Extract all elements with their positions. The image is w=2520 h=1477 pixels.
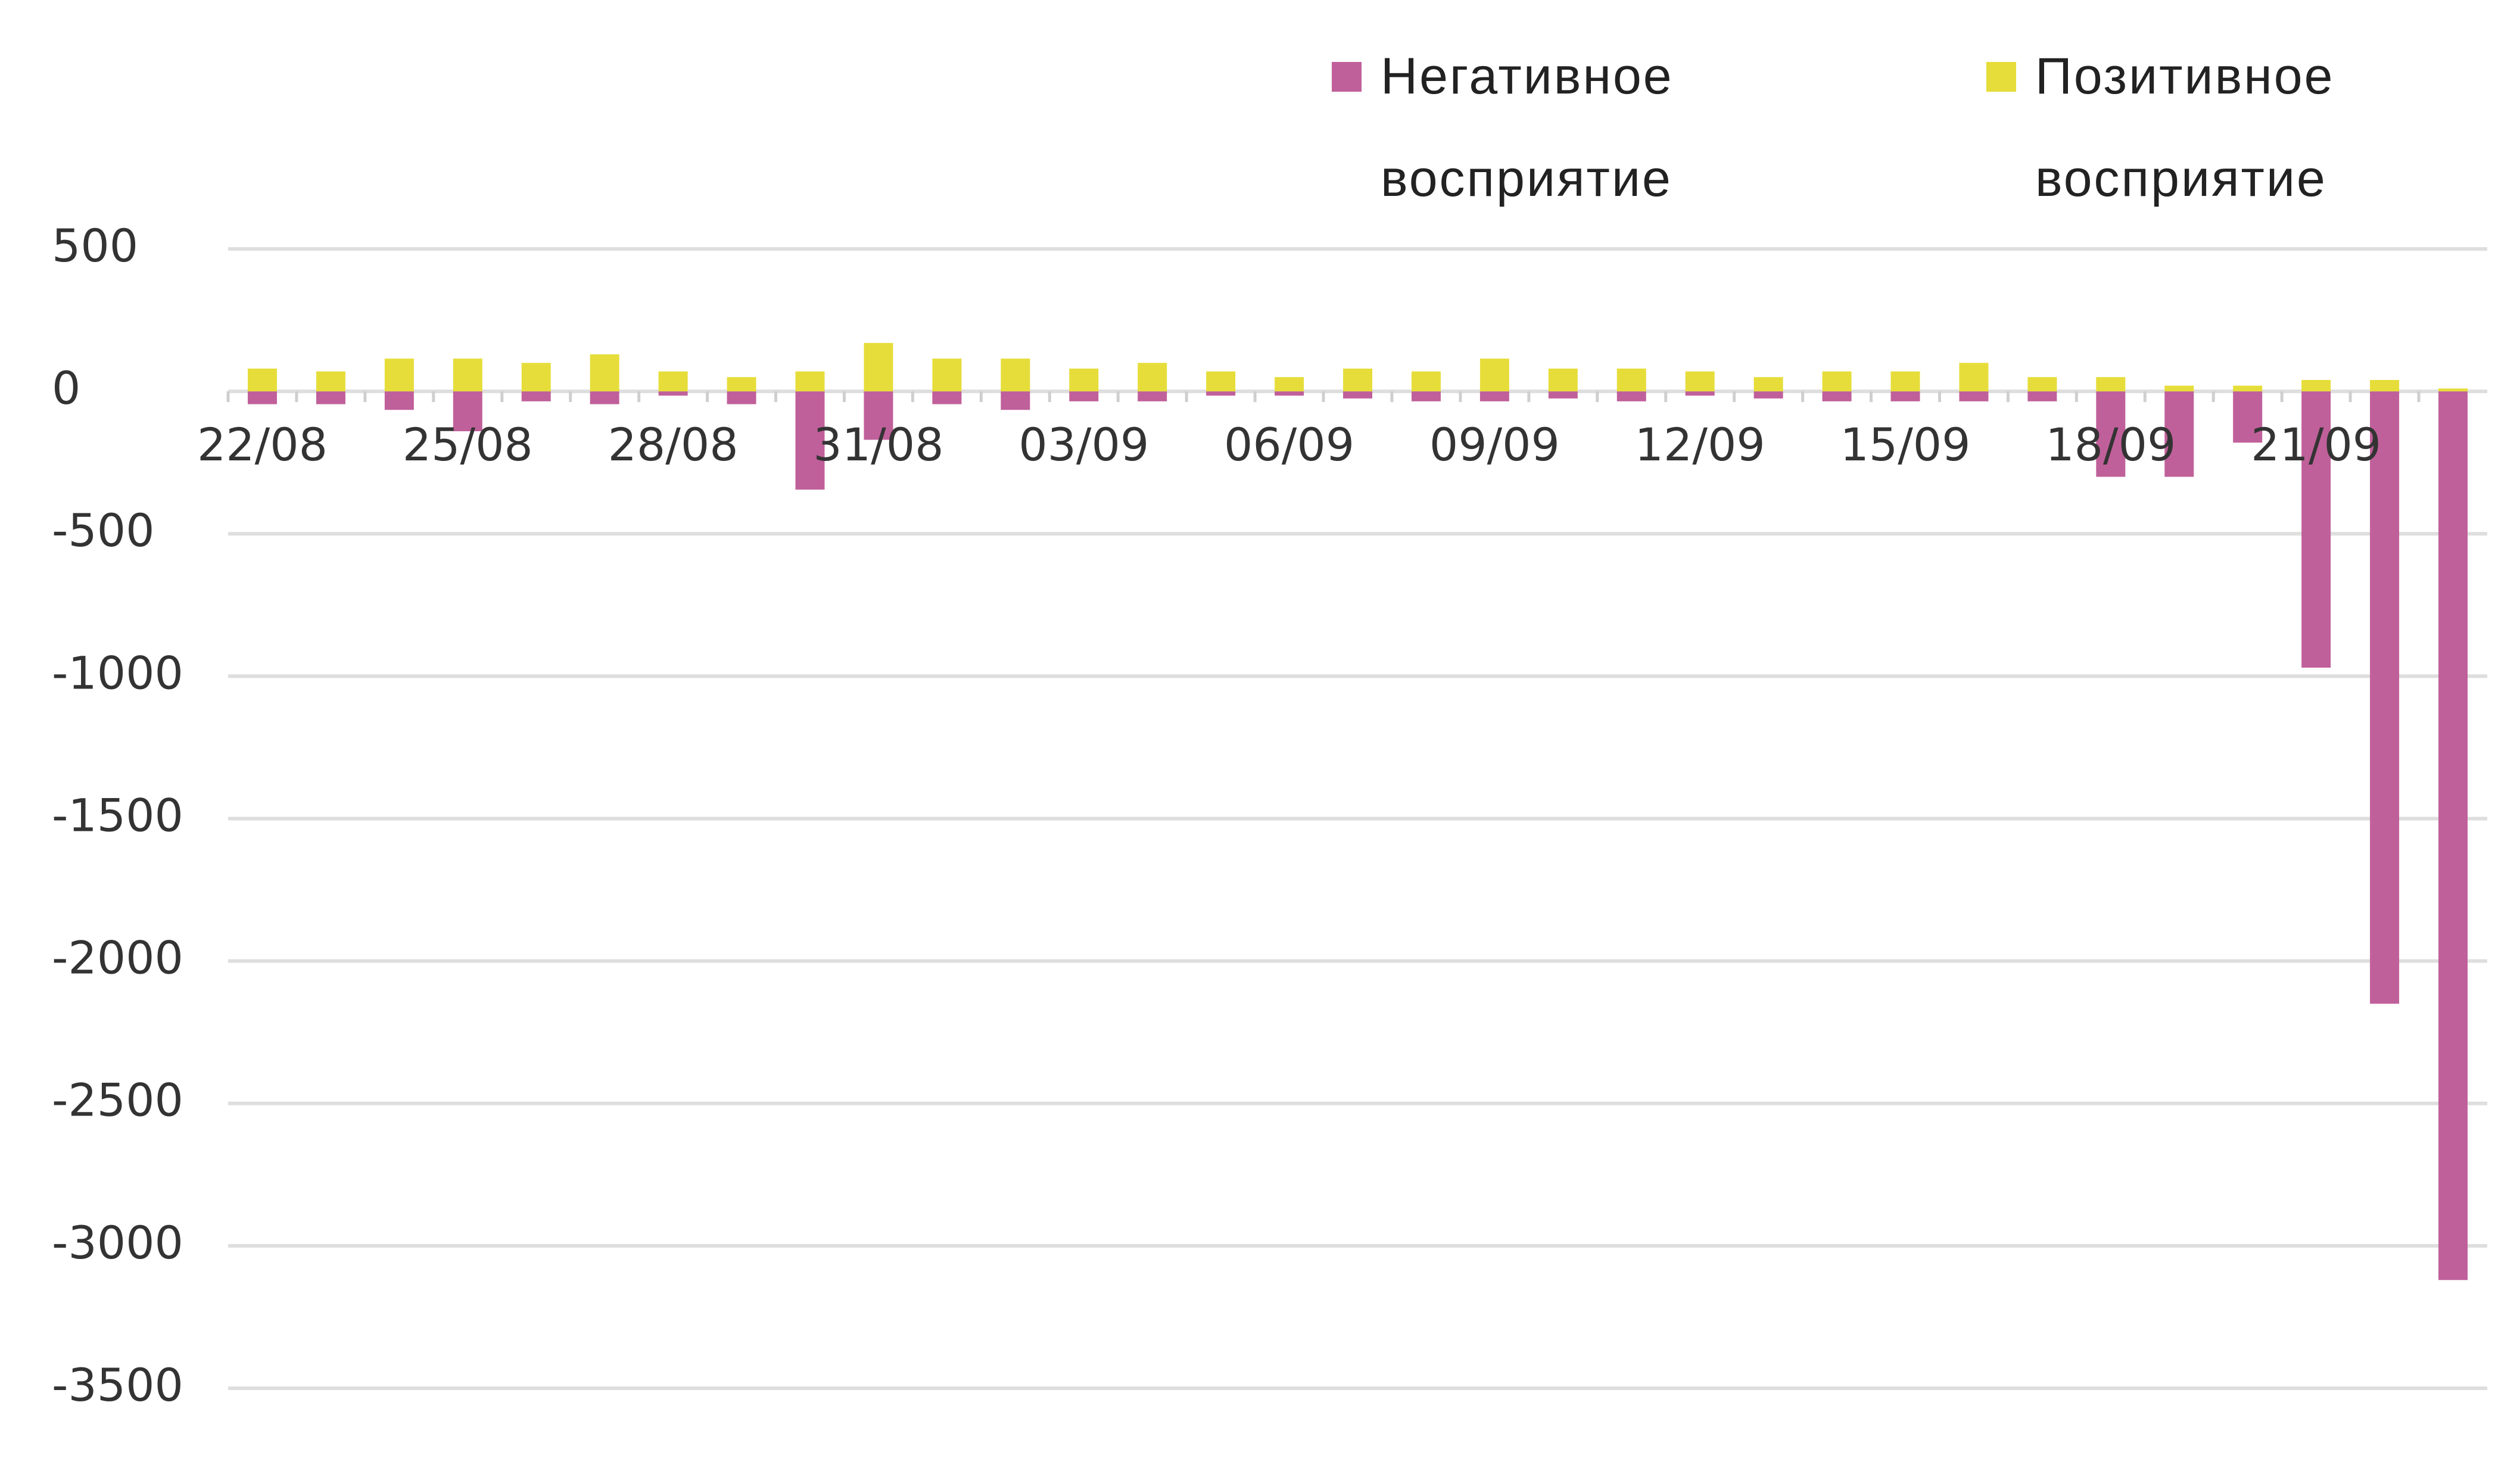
bar (1206, 391, 1236, 396)
bar (2233, 385, 2263, 392)
bar (384, 359, 414, 392)
bar (2438, 388, 2468, 392)
bar (1685, 391, 1715, 396)
bar (1001, 391, 1030, 410)
bar (2438, 391, 2468, 1280)
bar (1343, 391, 1372, 399)
bar (1548, 391, 1578, 399)
bar (1616, 391, 1646, 401)
bar (590, 391, 619, 404)
bar (2096, 377, 2126, 392)
bar (2301, 379, 2331, 392)
x-tick-label: 03/09 (1018, 418, 1149, 471)
legend-item: Позитивное восприятие (1986, 42, 2393, 230)
bar (2027, 377, 2057, 392)
x-tick-label: 15/09 (1840, 418, 1970, 471)
bar (2301, 391, 2331, 668)
bar (1479, 359, 1509, 392)
bar (864, 391, 893, 440)
legend-swatch (1986, 62, 2016, 92)
x-tick-label: 12/09 (1635, 418, 1765, 471)
bar (658, 391, 688, 396)
bar (2164, 385, 2194, 392)
legend-label: Позитивное восприятие (2035, 48, 2335, 207)
bar (864, 342, 893, 392)
bar (1001, 359, 1030, 392)
bar (2096, 391, 2126, 477)
bar (1206, 371, 1236, 392)
bar (1138, 391, 1167, 401)
bar (1069, 391, 1099, 401)
y-tick-label: 0 (52, 362, 80, 415)
bar (316, 391, 345, 404)
bar (932, 391, 962, 404)
bar (727, 391, 756, 404)
bar (727, 377, 756, 392)
bar (2370, 391, 2400, 1004)
y-tick-label: -2000 (52, 931, 183, 984)
x-tick-label: 09/09 (1429, 418, 1560, 471)
bar (1753, 391, 1783, 399)
bar (521, 363, 551, 392)
bar (2027, 391, 2057, 401)
legend-item: Негативное восприятие (1332, 42, 1738, 230)
legend-swatch (1332, 62, 1362, 92)
bar (247, 391, 277, 404)
bar (316, 371, 345, 392)
y-tick-label: -500 (52, 504, 154, 557)
bar (590, 354, 619, 392)
x-tick-label: 06/09 (1224, 418, 1354, 471)
bar (1822, 371, 1852, 392)
y-tick-label: 500 (52, 219, 138, 272)
bar (1138, 363, 1167, 392)
bar (795, 391, 825, 490)
x-tick-label: 28/08 (608, 418, 739, 471)
bar (795, 371, 825, 392)
bar (1822, 391, 1852, 401)
bar (1890, 371, 1920, 392)
bar (1411, 371, 1441, 392)
x-tick-label: 22/08 (197, 418, 328, 471)
bar (1275, 391, 1304, 396)
bar (1753, 377, 1783, 392)
y-tick-label: -1500 (52, 789, 183, 842)
legend-label: Негативное восприятие (1381, 48, 1674, 207)
x-tick-label: 31/08 (813, 418, 943, 471)
bar (2164, 391, 2194, 477)
bar (247, 368, 277, 392)
bar (1343, 368, 1372, 392)
bar (1275, 377, 1304, 392)
bar (1959, 391, 1989, 401)
bar (932, 359, 962, 392)
bar (2370, 379, 2400, 392)
bar (1548, 368, 1578, 392)
y-tick-label: -2500 (52, 1074, 183, 1127)
bar (1069, 368, 1099, 392)
bar (658, 371, 688, 392)
bar (1685, 371, 1715, 392)
bar (1616, 368, 1646, 392)
bar (1479, 391, 1509, 401)
bar (1890, 391, 1920, 401)
bar (1411, 391, 1441, 401)
y-tick-label: -3500 (52, 1358, 183, 1411)
bar (2233, 391, 2263, 443)
y-tick-label: -3000 (52, 1216, 183, 1269)
bar (453, 359, 482, 392)
x-tick-label: 21/09 (2251, 418, 2381, 471)
bar (1959, 363, 1989, 392)
y-tick-label: -1000 (52, 646, 183, 699)
bar (453, 391, 482, 432)
x-tick-label: 25/08 (403, 418, 533, 471)
bar (384, 391, 414, 410)
x-tick-label: 18/09 (2045, 418, 2176, 471)
bar (521, 391, 551, 401)
